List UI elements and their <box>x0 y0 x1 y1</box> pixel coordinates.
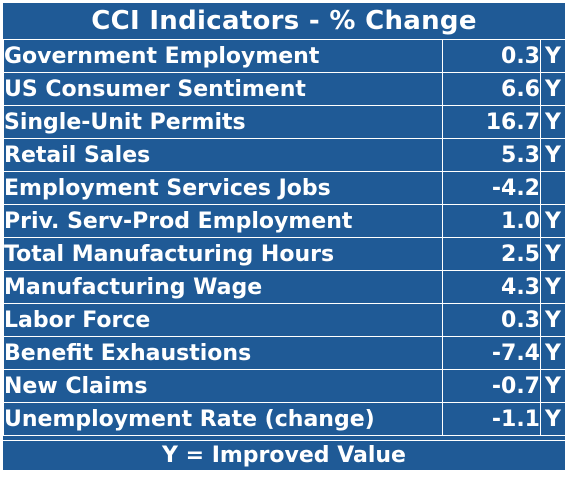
indicator-value: -0.7 <box>442 369 541 403</box>
indicator-label: Unemployment Rate (change) <box>3 402 443 436</box>
table-row: Benefit Exhaustions -7.4 Y <box>3 336 566 370</box>
improved-flag: Y <box>540 237 566 271</box>
indicator-label: US Consumer Sentiment <box>3 72 443 106</box>
indicator-label: Priv. Serv-Prod Employment <box>3 204 443 238</box>
improved-flag: Y <box>540 369 566 403</box>
improved-flag: Y <box>540 336 566 370</box>
table-row: Total Manufacturing Hours 2.5 Y <box>3 237 566 271</box>
table-title: CCI Indicators - % Change <box>91 6 477 36</box>
indicator-value: 16.7 <box>442 105 541 139</box>
indicator-value: -7.4 <box>442 336 541 370</box>
indicator-table: Government Employment 0.3 Y US Consumer Sen… <box>3 39 566 436</box>
indicator-value: 1.0 <box>442 204 541 238</box>
indicator-value: 0.3 <box>442 39 541 73</box>
table-row: Single-Unit Permits 16.7 Y <box>3 105 566 139</box>
indicator-label: Single-Unit Permits <box>3 105 443 139</box>
improved-flag: Y <box>540 402 566 436</box>
improved-flag: Y <box>540 270 566 304</box>
table-row: Government Employment 0.3 Y <box>3 39 566 73</box>
indicator-value: 5.3 <box>442 138 541 172</box>
indicator-label: Government Employment <box>3 39 443 73</box>
indicator-value: -4.2 <box>442 171 541 205</box>
indicator-label: Employment Services Jobs <box>3 171 443 205</box>
table-row: Unemployment Rate (change) -1.1 Y <box>3 402 566 436</box>
improved-flag: Y <box>540 303 566 337</box>
improved-flag: Y <box>540 105 566 139</box>
improved-flag: Y <box>540 138 566 172</box>
table-row: Labor Force 0.3 Y <box>3 303 566 337</box>
indicator-label: Benefit Exhaustions <box>3 336 443 370</box>
improved-flag: Y <box>540 72 566 106</box>
indicator-label: Retail Sales <box>3 138 443 172</box>
table-row: Retail Sales 5.3 Y <box>3 138 566 172</box>
indicator-value: 0.3 <box>442 303 541 337</box>
indicator-value: -1.1 <box>442 402 541 436</box>
table-row: Employment Services Jobs -4.2 <box>3 171 566 205</box>
indicator-value: 6.6 <box>442 72 541 106</box>
improved-flag: Y <box>540 204 566 238</box>
indicator-label: Labor Force <box>3 303 443 337</box>
indicator-label: Manufacturing Wage <box>3 270 443 304</box>
table-row: New Claims -0.7 Y <box>3 369 566 403</box>
table-row: US Consumer Sentiment 6.6 Y <box>3 72 566 106</box>
indicator-label: Total Manufacturing Hours <box>3 237 443 271</box>
indicator-label: New Claims <box>3 369 443 403</box>
indicator-rows: Government Employment 0.3 Y US Consumer Sen… <box>3 39 566 436</box>
indicator-value: 4.3 <box>442 270 541 304</box>
table-footer-note: Y = Improved Value <box>3 440 565 470</box>
table-row: Priv. Serv-Prod Employment 1.0 Y <box>3 204 566 238</box>
indicator-table-panel: CCI Indicators - % Change Government Emp… <box>3 3 566 470</box>
table-row: Manufacturing Wage 4.3 Y <box>3 270 566 304</box>
improved-flag: Y <box>540 39 566 73</box>
indicator-value: 2.5 <box>442 237 541 271</box>
improved-flag <box>540 171 566 205</box>
